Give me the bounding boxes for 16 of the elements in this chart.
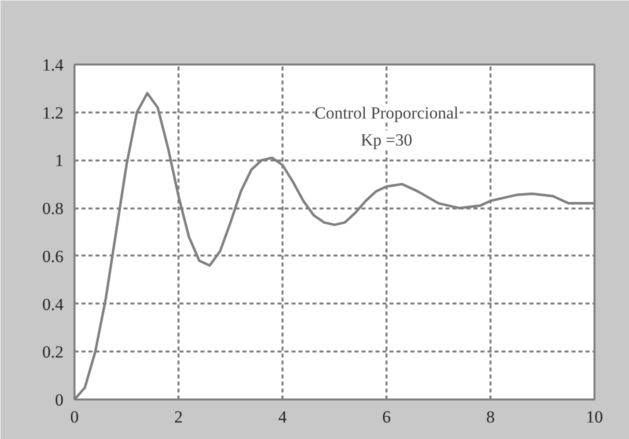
y-tick-label: 1.4 — [42, 56, 64, 74]
x-tick-label: 8 — [486, 408, 495, 426]
x-tick-label: 4 — [278, 408, 288, 426]
x-tick-label: 6 — [382, 408, 391, 426]
x-tick-label: 10 — [586, 408, 603, 426]
y-tick-label: 1.2 — [42, 103, 64, 122]
x-tick-label: 0 — [70, 408, 79, 426]
x-tick-label: 2 — [174, 408, 183, 426]
y-tick-label: 1 — [55, 151, 64, 170]
y-tick-label: 0.4 — [42, 294, 64, 314]
y-tick-label: 0.2 — [42, 342, 64, 362]
y-tick-label: 0.6 — [42, 246, 64, 266]
y-tick-label: 0 — [55, 390, 64, 410]
annotation: Control Proporcional — [314, 104, 459, 123]
annotation: Kp =30 — [360, 130, 412, 150]
y-tick-label: 0.8 — [42, 199, 64, 218]
